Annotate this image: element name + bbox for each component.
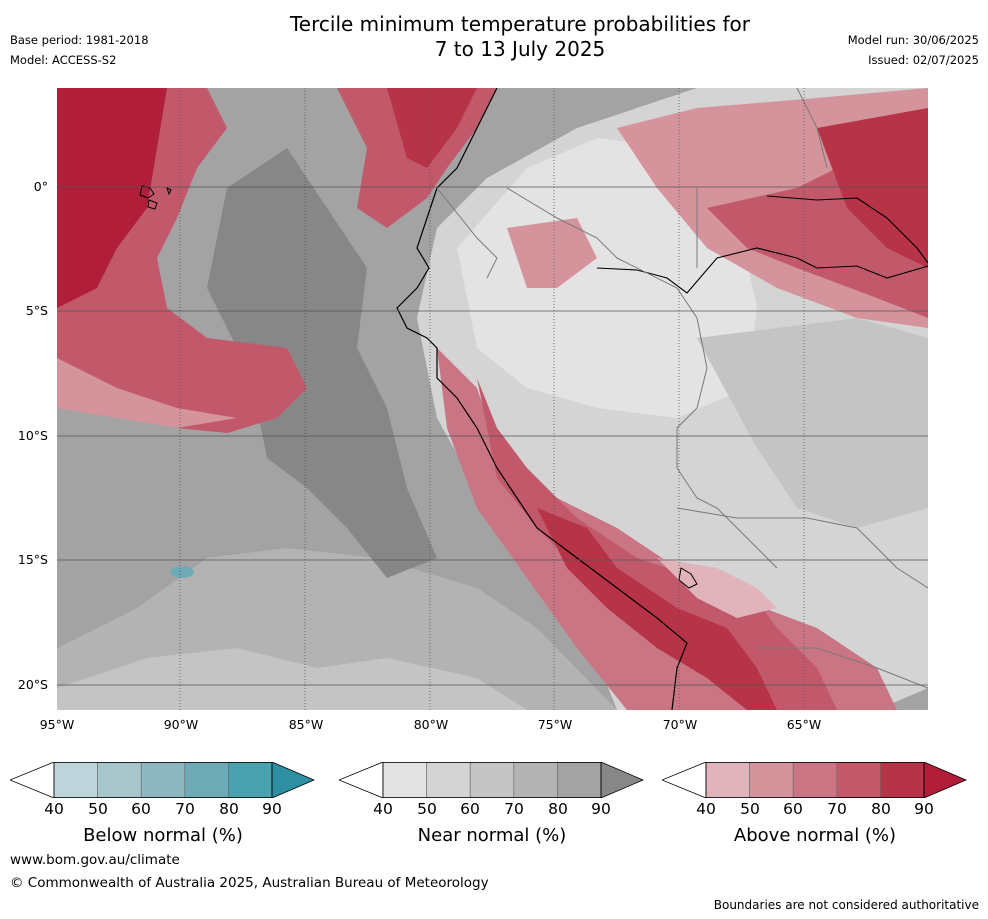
- near-swatch-1: [382, 762, 427, 798]
- near-normal-50-area: [57, 648, 527, 710]
- near-lower-extend: [339, 762, 384, 798]
- below-normal-swatches: [10, 762, 316, 798]
- above-tick-50: 50: [740, 800, 760, 818]
- near-tick-60: 60: [460, 800, 480, 818]
- below-swatch-1: [53, 762, 98, 798]
- above-swatch-4: [836, 762, 881, 798]
- galapagos-islands: [139, 185, 172, 210]
- above-bar-outline: [705, 762, 925, 798]
- below-lower-extend: [10, 762, 55, 798]
- below-tick-40: 40: [44, 800, 64, 818]
- legend-below-normal-title: Below normal (%): [83, 825, 243, 846]
- near-bar-outline: [382, 762, 602, 798]
- lat-tick-10s: 10°S: [17, 428, 48, 443]
- below-tick-90: 90: [262, 800, 282, 818]
- probability-map: [57, 88, 928, 710]
- copyright-notice: © Commonwealth of Australia 2025, Austra…: [10, 875, 489, 891]
- below-tick-70: 70: [175, 800, 195, 818]
- above-swatch-5: [880, 762, 925, 798]
- legend-near-normal-bar: [339, 762, 647, 798]
- coastline: [396, 88, 688, 710]
- boundaries-disclaimer: Boundaries are not considered authoritat…: [713, 898, 979, 912]
- above-normal-80-ne: [817, 108, 928, 268]
- above-tick-90: 90: [914, 800, 934, 818]
- above-tick-70: 70: [827, 800, 847, 818]
- above-tick-60: 60: [783, 800, 803, 818]
- legend-near-normal-title: Near normal (%): [417, 825, 567, 846]
- website-link[interactable]: www.bom.gov.au/climate: [10, 852, 180, 868]
- near-swatch-5: [557, 762, 602, 798]
- lon-tick-90w: 90°W: [163, 717, 199, 732]
- above-swatch-3: [792, 762, 838, 798]
- lon-tick-75w: 75°W: [537, 717, 573, 732]
- amazon-river: [596, 195, 928, 294]
- legend-below-normal-bar: [10, 762, 318, 798]
- above-upper-extend: [923, 762, 968, 798]
- below-tick-60: 60: [131, 800, 151, 818]
- lat-tick-0: 0°: [33, 179, 48, 194]
- map-title: Tercile minimum temperature probabilitie…: [220, 12, 820, 62]
- below-swatch-4: [184, 762, 229, 798]
- lon-tick-85w: 85°W: [288, 717, 324, 732]
- base-period: Base period: 1981-2018: [10, 33, 149, 47]
- below-normal-patch: [170, 566, 194, 578]
- below-swatch-5: [228, 762, 273, 798]
- above-normal-70-south: [477, 378, 837, 710]
- model-run-date: Model run: 30/06/2025: [847, 33, 979, 47]
- above-swatch-1: [705, 762, 750, 798]
- near-swatch-3: [469, 762, 515, 798]
- map-graphic: [57, 88, 928, 710]
- near-swatch-2: [426, 762, 471, 798]
- near-tick-90: 90: [591, 800, 611, 818]
- below-tick-80: 80: [219, 800, 239, 818]
- near-tick-40: 40: [373, 800, 393, 818]
- run-info-left: Base period: 1981-2018 Model: ACCESS-S2: [10, 30, 149, 70]
- legend-above-normal-title: Above normal (%): [733, 825, 897, 846]
- above-lower-extend: [662, 762, 707, 798]
- above-tick-80: 80: [871, 800, 891, 818]
- run-info-right: Model run: 30/06/2025 Issued: 02/07/2025: [848, 30, 979, 70]
- above-normal-90-nw: [57, 88, 167, 308]
- near-normal-swatches: [339, 762, 645, 798]
- above-tick-40: 40: [696, 800, 716, 818]
- model-name: Model: ACCESS-S2: [10, 53, 117, 67]
- title-line-2: 7 to 13 July 2025: [434, 37, 606, 61]
- near-normal-50-east: [697, 318, 928, 528]
- map-gridlines: [57, 88, 928, 710]
- lat-tick-5s: 5°S: [25, 303, 48, 318]
- lat-tick-20s: 20°S: [17, 677, 48, 692]
- below-bar-outline: [53, 762, 273, 798]
- issued-date: Issued: 02/07/2025: [868, 53, 979, 67]
- near-tick-70: 70: [504, 800, 524, 818]
- above-swatch-2: [749, 762, 794, 798]
- lat-tick-15s: 15°S: [17, 552, 48, 567]
- above-normal-swatches: [662, 762, 968, 798]
- below-tick-50: 50: [88, 800, 108, 818]
- above-normal-40-south: [657, 558, 777, 618]
- below-swatch-2: [97, 762, 142, 798]
- below-swatch-3: [140, 762, 186, 798]
- country-borders: [436, 88, 928, 689]
- near-normal-80-area: [207, 148, 437, 578]
- below-upper-extend: [271, 762, 316, 798]
- above-normal-50-nw: [57, 358, 237, 428]
- lon-tick-80w: 80°W: [413, 717, 449, 732]
- lon-tick-70w: 70°W: [662, 717, 698, 732]
- near-tick-50: 50: [417, 800, 437, 818]
- lon-tick-95w: 95°W: [39, 717, 75, 732]
- lon-tick-65w: 65°W: [786, 717, 822, 732]
- above-normal-60-south: [437, 348, 897, 710]
- above-normal-80-south: [537, 508, 777, 710]
- legend-above-normal-bar: [662, 762, 970, 798]
- title-line-1: Tercile minimum temperature probabilitie…: [289, 12, 751, 36]
- above-normal-80-north: [387, 88, 477, 168]
- above-normal-50-central: [507, 218, 597, 288]
- near-upper-extend: [600, 762, 645, 798]
- near-swatch-4: [513, 762, 558, 798]
- near-tick-80: 80: [548, 800, 568, 818]
